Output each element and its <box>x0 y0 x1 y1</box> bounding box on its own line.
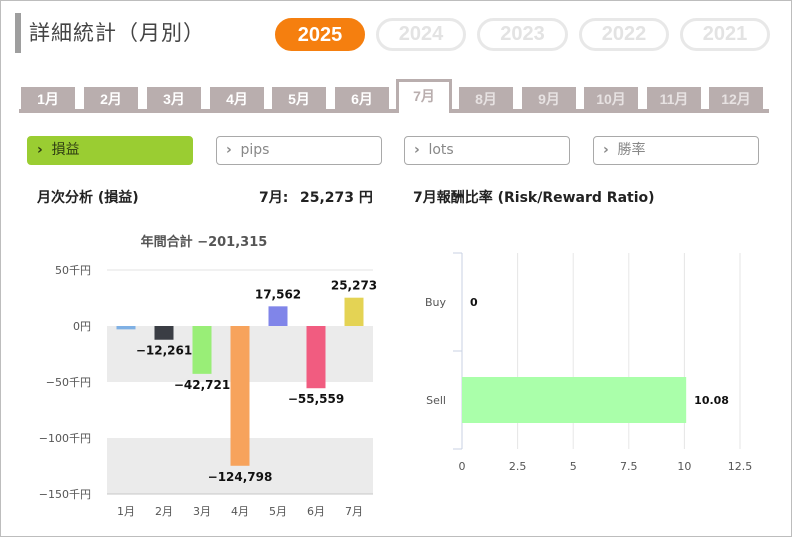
month-tab-7[interactable]: 7月 <box>396 79 452 113</box>
bar-3 <box>192 326 212 374</box>
title-accent-bar <box>15 13 21 53</box>
rr-bar-sell <box>462 377 687 423</box>
bar-5 <box>268 306 288 326</box>
data-label: 10.08 <box>694 394 729 407</box>
x-tick-label: 10 <box>677 460 691 473</box>
filter-label: lots <box>428 142 454 158</box>
current-month-label: 7月: <box>259 190 289 206</box>
rr-ratio-chart: 0 2.5 5 7.5 10 12.5 Buy 0 Sell 10.08 <box>425 252 753 473</box>
x-tick-label: 3月 <box>193 505 211 518</box>
x-tick-label: 2月 <box>155 505 173 518</box>
x-tick-label: 0 <box>459 460 466 473</box>
filter-pips-button[interactable]: › pips <box>216 136 382 165</box>
filter-label: pips <box>240 142 270 158</box>
data-label: −55,559 <box>288 392 344 406</box>
y-tick-label: 0円 <box>73 320 91 333</box>
x-tick-label: 5 <box>570 460 577 473</box>
x-tick-label: 1月 <box>117 505 135 518</box>
x-tick-label: 2.5 <box>509 460 527 473</box>
bar-2 <box>154 326 174 340</box>
x-tick-label: 7.5 <box>620 460 638 473</box>
filter-label: 勝率 <box>617 142 646 158</box>
y-tick-label: Buy <box>425 296 447 309</box>
data-label: 17,562 <box>255 287 301 301</box>
month-tab-3[interactable]: 3月 <box>147 87 201 111</box>
data-label: 0 <box>470 296 478 309</box>
filter-profit-button[interactable]: › 損益 <box>27 136 193 165</box>
x-tick-label: 6月 <box>307 505 325 518</box>
bar-7 <box>344 297 364 326</box>
filter-winrate-button[interactable]: › 勝率 <box>593 136 759 165</box>
rr-ratio-heading: 7月報酬比率 (Risk/Reward Ratio) <box>413 190 655 206</box>
bar-4 <box>230 326 250 466</box>
month-tab-8[interactable]: 8月 <box>459 87 513 111</box>
y-tick-label: Sell <box>426 394 446 407</box>
month-tab-10[interactable]: 10月 <box>584 87 638 111</box>
year-tab-2022[interactable]: 2022 <box>579 18 669 51</box>
monthly-analysis-heading: 月次分析 (損益) <box>37 190 139 206</box>
data-label: 25,273 <box>331 279 377 293</box>
y-tick-label: −50千円 <box>46 376 91 389</box>
x-tick-label: 4月 <box>231 505 249 518</box>
x-tick-label: 12.5 <box>728 460 753 473</box>
data-label: −42,721 <box>174 378 230 392</box>
x-tick-label: 5月 <box>269 505 287 518</box>
year-tab-2025[interactable]: 2025 <box>275 18 365 51</box>
y-tick-label: −100千円 <box>39 432 91 445</box>
current-month-value: 25,273 円 <box>300 190 373 206</box>
month-tab-9[interactable]: 9月 <box>522 87 576 111</box>
month-tab-11[interactable]: 11月 <box>647 87 701 111</box>
chevron-right-icon: › <box>37 142 43 158</box>
chevron-right-icon: › <box>414 142 420 158</box>
filter-lots-button[interactable]: › lots <box>404 136 570 165</box>
monthly-pl-chart: 年間合計 −201,315 50千円 0円 −50千円 −100千円 −150千円 1月 2… <box>39 234 377 518</box>
y-tick-label: −150千円 <box>39 488 91 501</box>
bar-1 <box>116 326 136 330</box>
data-label: −12,261 <box>136 344 192 358</box>
month-tab-6[interactable]: 6月 <box>335 87 389 111</box>
month-tab-12[interactable]: 12月 <box>709 87 763 111</box>
x-tick-label: 7月 <box>345 505 363 518</box>
data-label: −124,798 <box>208 470 273 484</box>
month-tab-4[interactable]: 4月 <box>210 87 264 111</box>
month-tab-5[interactable]: 5月 <box>272 87 326 111</box>
filter-label: 損益 <box>51 142 80 158</box>
annual-total: 年間合計 −201,315 <box>141 234 268 250</box>
month-tab-underline <box>19 109 769 113</box>
month-tab-2[interactable]: 2月 <box>84 87 138 111</box>
year-tab-2021[interactable]: 2021 <box>680 18 770 51</box>
y-tick-label: 50千円 <box>55 264 91 277</box>
year-tab-2024[interactable]: 2024 <box>376 18 466 51</box>
year-tab-2023[interactable]: 2023 <box>477 18 568 51</box>
chevron-right-icon: › <box>603 142 609 158</box>
chevron-right-icon: › <box>226 142 232 158</box>
month-tab-1[interactable]: 1月 <box>21 87 75 111</box>
bar-6 <box>306 326 326 389</box>
page-title: 詳細統計（月別） <box>29 21 205 45</box>
